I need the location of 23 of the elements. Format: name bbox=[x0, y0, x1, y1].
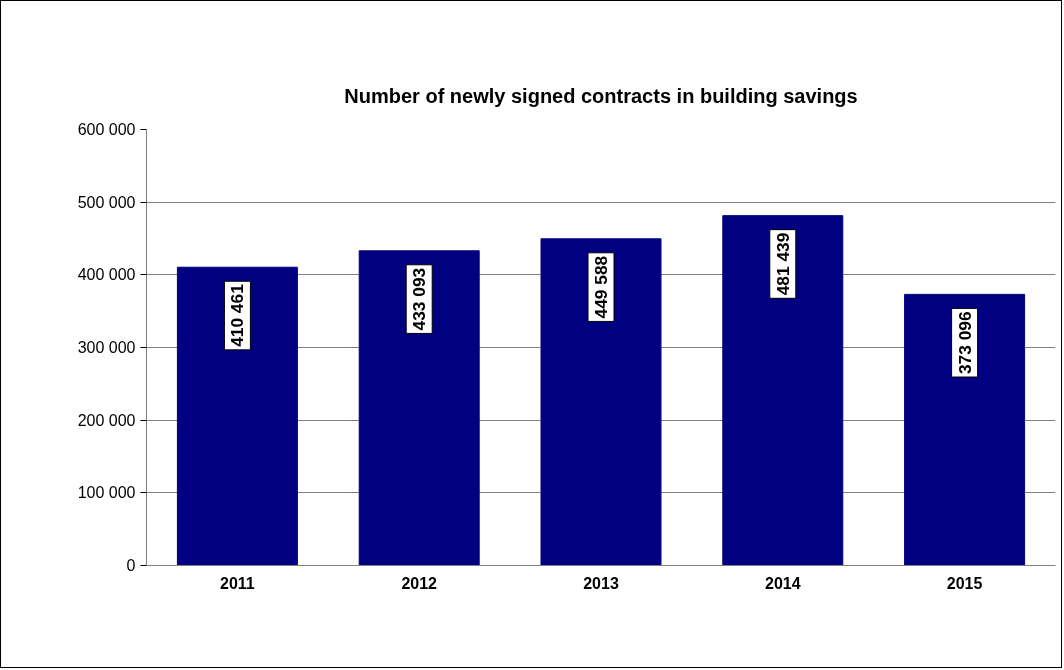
bar bbox=[904, 293, 1026, 566]
y-tick-label: 400 000 bbox=[77, 266, 136, 284]
y-tick-label: 100 000 bbox=[77, 484, 136, 502]
data-label: 433 093 bbox=[409, 267, 430, 331]
y-tick-label: 500 000 bbox=[77, 193, 136, 211]
y-tick-label: 300 000 bbox=[77, 339, 136, 356]
data-label: 449 588 bbox=[591, 255, 611, 319]
x-tick-label: 2015 bbox=[946, 574, 983, 592]
bar bbox=[358, 250, 480, 566]
chart-title: Number of newly signed contracts in building savings bbox=[344, 85, 858, 107]
y-tick-label: 600 000 bbox=[77, 121, 136, 138]
data-label: 410 461 bbox=[227, 283, 248, 347]
y-tick-label: 0 bbox=[126, 557, 136, 574]
bar bbox=[722, 215, 844, 566]
x-tick-label: 2013 bbox=[583, 574, 619, 592]
x-tick-label: 2011 bbox=[220, 574, 255, 592]
x-tick-label: 2012 bbox=[401, 574, 438, 592]
bar bbox=[540, 238, 662, 566]
data-label: 481 439 bbox=[772, 232, 793, 296]
x-tick-label: 2014 bbox=[765, 574, 801, 592]
bar bbox=[176, 266, 298, 566]
data-label: 373 096 bbox=[954, 311, 975, 375]
y-tick-label: 200 000 bbox=[77, 411, 136, 429]
